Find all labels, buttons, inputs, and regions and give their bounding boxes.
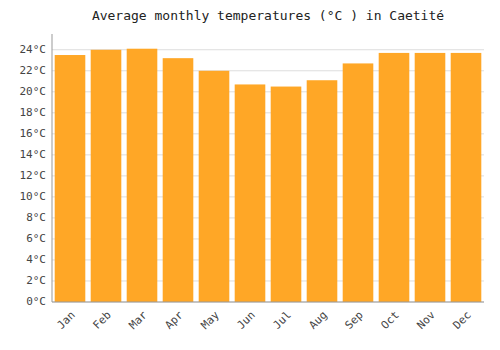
- y-tick-label: 18°C: [20, 106, 47, 119]
- bar: [163, 58, 194, 302]
- x-tick-label: Nov: [415, 308, 439, 332]
- x-tick-label: Mar: [127, 308, 151, 332]
- bar: [343, 63, 374, 302]
- y-tick-label: 16°C: [20, 127, 47, 140]
- bar: [55, 55, 86, 302]
- bar: [415, 53, 446, 302]
- x-tick-label: Apr: [163, 308, 187, 332]
- x-tick-label: Sep: [343, 309, 366, 332]
- y-grid: [52, 50, 484, 302]
- y-tick-label: 24°C: [20, 43, 47, 56]
- y-tick-label: 10°C: [20, 190, 47, 203]
- y-tick-label: 6°C: [26, 232, 46, 245]
- y-tick-label: 4°C: [26, 253, 46, 266]
- bar: [451, 53, 482, 302]
- x-tick-label: Jul: [271, 309, 294, 332]
- y-tick-label: 8°C: [26, 211, 46, 224]
- chart: 0°C 2°C 4°C 6°C 8°C 10°C 12°C 14°C 16°C 18°C 20°C 2…: [0, 0, 500, 350]
- x-tick-label: Feb: [91, 309, 114, 332]
- y-tick-label: 0°C: [26, 295, 46, 308]
- bar: [127, 49, 158, 302]
- bar: [199, 71, 230, 302]
- y-axis-line: [52, 34, 53, 302]
- bar: [379, 53, 410, 302]
- y-tick-label: 12°C: [20, 169, 47, 182]
- x-tick-label: May: [199, 308, 223, 332]
- y-tick-label: 2°C: [26, 274, 46, 287]
- x-tick-label: Aug: [307, 309, 330, 332]
- bar: [91, 50, 122, 302]
- bars: [55, 49, 482, 302]
- y-tick-label: 14°C: [20, 148, 47, 161]
- x-tick-label: Jan: [55, 309, 78, 332]
- y-tick-label: 20°C: [20, 85, 47, 98]
- x-tick-label: Oct: [379, 309, 402, 332]
- y-tick-label: 22°C: [20, 64, 47, 77]
- bar: [235, 84, 266, 302]
- x-tick-label: Dec: [451, 309, 474, 332]
- bar: [307, 80, 338, 302]
- grid-line: [52, 302, 484, 303]
- x-tick-label: Jun: [235, 309, 258, 332]
- title: Average monthly temperatures (°C ) in Ca…: [92, 8, 444, 23]
- x-axis-line: [52, 302, 484, 303]
- bar: [271, 87, 302, 302]
